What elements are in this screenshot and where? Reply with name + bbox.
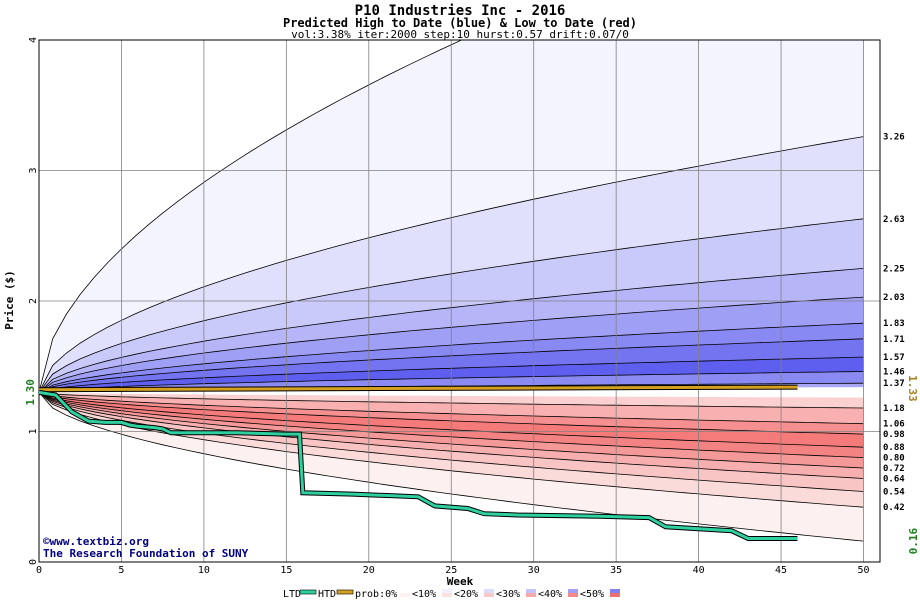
band-label-9: 1.18 <box>883 404 905 414</box>
band-label-8: 1.37 <box>883 379 905 389</box>
y-axis-label: Price ($) <box>3 270 16 330</box>
low-price-label: 0.16 <box>907 528 920 555</box>
legend-bin-4-red <box>568 593 578 597</box>
legend-bin-4-blue <box>568 589 578 593</box>
band-label-6: 1.57 <box>883 353 905 363</box>
x-tick-0: 0 <box>36 565 42 576</box>
band-label-7: 1.46 <box>883 367 905 377</box>
band-end-labels: 3.26 2.63 2.25 2.03 1.83 1.71 1.57 1.46 1.37 1.18… <box>883 133 905 514</box>
plot-border <box>38 39 881 563</box>
y-tick-0: 0 <box>28 559 39 565</box>
legend-bin-2-red <box>484 593 494 597</box>
current-price-label: 1.33 <box>906 375 919 402</box>
legend-bin-3-blue <box>526 589 536 593</box>
chart-subtitle: Predicted High to Date (blue) & Low to D… <box>283 16 637 30</box>
band-label-13: 0.80 <box>883 454 905 464</box>
series-lines <box>39 384 798 541</box>
band-label-2: 2.25 <box>883 264 905 274</box>
y-tick-4: 4 <box>28 37 39 43</box>
legend-bin-2-blue <box>484 589 494 593</box>
x-tick-25: 25 <box>445 565 457 576</box>
legend-bin-label-1: <20% <box>454 589 478 600</box>
low-band-5 <box>39 392 864 458</box>
legend-bin-5-red <box>610 593 620 597</box>
x-axis-label: Week <box>447 575 474 588</box>
x-tick-20: 20 <box>363 565 375 576</box>
band-label-12: 0.88 <box>883 443 905 453</box>
y-axis-ticks: 0 1 2 3 4 <box>28 37 39 565</box>
y-tick-1: 1 <box>28 428 39 434</box>
band-label-16: 0.54 <box>883 488 905 498</box>
legend-bin-0-blue <box>400 589 410 593</box>
legend-bin-1-blue <box>442 589 452 593</box>
x-tick-5: 5 <box>118 565 124 576</box>
legend-ltd-swatch <box>299 589 317 595</box>
legend-bin-5-blue <box>610 589 620 593</box>
legend-bin-label-0: <10% <box>412 589 436 600</box>
credit-org: The Research Foundation of SUNY <box>43 547 249 560</box>
band-label-4: 1.83 <box>883 319 905 329</box>
x-tick-45: 45 <box>775 565 787 576</box>
legend: LTD HTD prob:0% <10% <20% <30% <40% <50% <box>283 589 620 600</box>
x-tick-50: 50 <box>857 565 869 576</box>
chart-title: P10 Industries Inc - 2016 <box>355 3 566 19</box>
low-band-2 <box>39 392 864 492</box>
x-tick-30: 30 <box>528 565 540 576</box>
legend-prob-label: prob:0% <box>355 589 397 600</box>
band-label-0: 3.26 <box>883 133 905 143</box>
band-label-10: 1.06 <box>883 420 905 430</box>
legend-bin-label-4: <50% <box>580 589 604 600</box>
legend-htd-swatch <box>336 589 354 595</box>
credit-url: ©www.textbiz.org <box>43 535 149 548</box>
htd-line <box>39 385 798 392</box>
low-band-4 <box>39 392 864 468</box>
y-tick-2: 2 <box>28 298 39 304</box>
low-band-7 <box>39 392 864 435</box>
chart-params: vol:3.38% iter:2000 step:10 hurst:0.57 d… <box>291 28 629 41</box>
band-label-1: 2.63 <box>883 215 905 225</box>
y-tick-3: 3 <box>28 167 39 173</box>
x-tick-35: 35 <box>610 565 622 576</box>
band-label-11: 0.98 <box>883 430 905 440</box>
band-label-15: 0.64 <box>883 474 905 484</box>
band-label-17: 0.42 <box>883 503 905 513</box>
legend-htd-label: HTD <box>318 589 336 600</box>
high-band-3 <box>39 268 864 393</box>
x-tick-10: 10 <box>198 565 210 576</box>
x-tick-15: 15 <box>280 565 292 576</box>
low-band-1 <box>39 392 864 508</box>
x-tick-40: 40 <box>693 565 705 576</box>
low-band-6 <box>39 392 864 448</box>
legend-bin-0-red <box>400 593 410 597</box>
band-label-5: 1.71 <box>883 335 905 345</box>
high-band-5 <box>39 323 864 393</box>
ltd-line <box>39 390 798 540</box>
band-label-14: 0.72 <box>883 464 905 474</box>
high-outer-space <box>39 40 880 393</box>
legend-bin-label-2: <30% <box>496 589 520 600</box>
legend-bin-3-red <box>526 593 536 597</box>
high-probability-bands <box>39 40 880 393</box>
low-band-0 <box>39 392 864 542</box>
band-label-3: 2.03 <box>883 293 905 303</box>
legend-bin-label-3: <40% <box>538 589 562 600</box>
x-axis-ticks: 0 5 10 15 20 25 30 35 40 45 50 <box>36 565 870 576</box>
start-price-label: 1.30 <box>24 379 37 406</box>
low-probability-bands <box>39 392 864 542</box>
legend-bin-1-red <box>442 593 452 597</box>
legend-ltd-label: LTD <box>283 589 301 600</box>
